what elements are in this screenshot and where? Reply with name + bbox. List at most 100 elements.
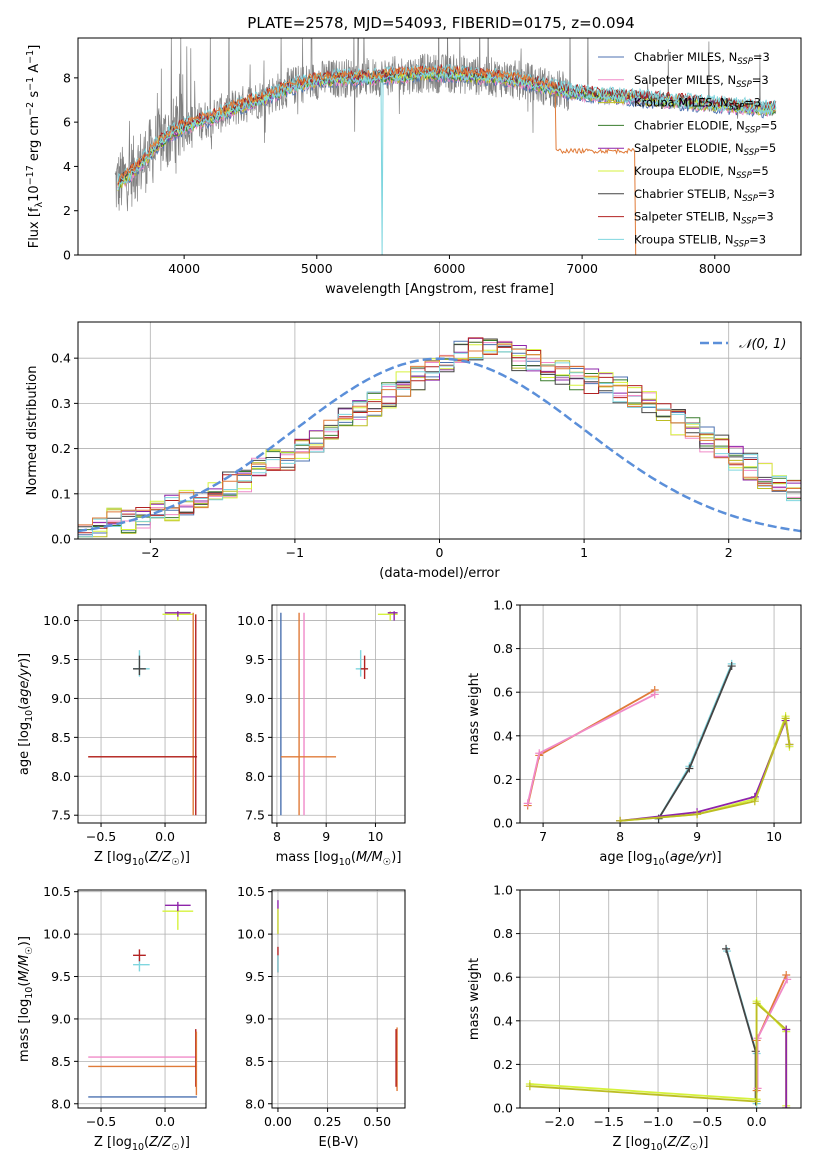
histogram-step xyxy=(78,348,801,538)
axis-label: Flux [fλ10−17 erg cm−2 s−1 A−1] xyxy=(25,45,45,249)
y-tick-label: 9.5 xyxy=(245,969,265,984)
errorbar-point xyxy=(360,655,369,679)
errorbar-point xyxy=(133,957,150,972)
y-tick-label: 0 xyxy=(63,248,71,263)
legend-entry: Salpeter STELIB, NSSP=3 xyxy=(634,210,774,227)
series-marker xyxy=(535,749,544,758)
y-tick-label: 0.0 xyxy=(493,1101,513,1116)
y-tick-label: 0.2 xyxy=(493,772,513,787)
normal-curve xyxy=(78,357,801,533)
legend-entry: Kroupa ELODIE, NSSP=5 xyxy=(634,164,769,181)
y-tick-label: 8.5 xyxy=(245,730,265,745)
x-tick-label: −0.5 xyxy=(86,1114,116,1129)
plot-area xyxy=(88,901,198,1098)
y-tick-label: 8 xyxy=(63,70,71,85)
errorbar-point xyxy=(133,655,146,676)
y-tick-label: 6 xyxy=(63,115,71,130)
legend-entry: Chabrier ELODIE, NSSP=5 xyxy=(634,118,777,135)
axis-label: age [log10(age/yr)] xyxy=(17,653,35,775)
y-tick-label: 0.0 xyxy=(493,816,513,831)
y-tick-label: 8.0 xyxy=(51,769,71,784)
plot-area xyxy=(523,659,794,823)
axes-frame xyxy=(77,889,207,1109)
series-marker xyxy=(727,662,736,671)
x-tick-label: 1 xyxy=(580,545,588,560)
series-marker xyxy=(781,714,790,723)
errorbar-point xyxy=(162,908,194,930)
x-tick-label: 10 xyxy=(766,829,782,844)
y-tick-label: 10.0 xyxy=(43,613,71,628)
plot-area xyxy=(78,337,801,538)
axis-label: Z [log10(Z/Z☉)] xyxy=(613,1135,709,1153)
errorbar-point xyxy=(88,614,198,816)
y-tick-label: 0.8 xyxy=(493,641,513,656)
panel-mass-weight-vs-age: 7 8 9 10 0.0 0.2 0.4 0.6 0.8 1.0 age [log10(age/yr… xyxy=(467,598,802,868)
axis-label: mass [log10(M/M☉)] xyxy=(276,850,402,868)
series-marker xyxy=(750,797,759,806)
y-tick-label: 0.3 xyxy=(51,396,71,411)
y-tick-label: 9.5 xyxy=(51,652,71,667)
y-tick-label: 9.0 xyxy=(51,691,71,706)
axis-label: age [log10(age/yr)] xyxy=(599,850,721,868)
series-marker xyxy=(782,1104,791,1108)
x-tick-label: 8 xyxy=(616,829,624,844)
x-tick-label: −0.5 xyxy=(86,829,116,844)
errorbar-point xyxy=(133,949,146,962)
axes-frame xyxy=(519,604,802,824)
axes-frame xyxy=(519,889,802,1109)
x-tick-label: 5000 xyxy=(301,261,333,276)
x-tick-label: 6000 xyxy=(434,261,466,276)
series-marker xyxy=(616,816,625,823)
series-marker xyxy=(525,1082,534,1091)
y-tick-label: 10.0 xyxy=(237,613,265,628)
axis-label: Z [log10(Z/Z☉)] xyxy=(94,850,190,868)
y-tick-label: 8.0 xyxy=(245,1096,265,1111)
y-tick-label: 10.0 xyxy=(43,927,71,942)
x-tick-label: 0.00 xyxy=(264,1114,292,1129)
y-tick-label: 9.5 xyxy=(51,969,71,984)
y-tick-label: 9.0 xyxy=(245,1011,265,1026)
y-tick-label: 8.5 xyxy=(51,730,71,745)
panel-age-vs-mass: 8 9 10 7.5 8.0 8.5 9.0 9.5 10.0 mass [log10(M/M☉)… xyxy=(237,604,406,868)
plot-area xyxy=(280,611,398,816)
series-marker xyxy=(752,999,761,1008)
panel-age-vs-Z: −0.5 0.0 7.5 8.0 8.5 9.0 9.5 10.0 Z [log10(Z/Z☉)… xyxy=(17,604,207,868)
series-marker xyxy=(693,810,702,819)
legend-entry: Kroupa STELIB, NSSP=3 xyxy=(634,232,766,249)
series-line xyxy=(526,689,656,806)
series-line xyxy=(526,693,656,804)
y-tick-label: 0.4 xyxy=(51,351,71,366)
x-tick-label: 4000 xyxy=(168,261,200,276)
errorbar-point xyxy=(165,901,191,912)
series-line xyxy=(657,663,733,820)
y-tick-label: 1.0 xyxy=(493,883,513,898)
y-tick-label: 0.8 xyxy=(493,926,513,941)
y-tick-label: 0.4 xyxy=(493,1013,513,1028)
plot-area xyxy=(88,611,198,816)
errorbar-point xyxy=(387,611,398,621)
plot-area xyxy=(114,38,777,255)
errorbar-point xyxy=(165,611,191,617)
x-tick-label: 7 xyxy=(539,829,547,844)
x-tick-label: 0 xyxy=(436,545,444,560)
panel-spectrum: Chabrier MILES, NSSP=3 Salpeter MILES, NS… xyxy=(25,37,802,297)
x-tick-label: 0.25 xyxy=(314,1114,342,1129)
x-tick-label: −2 xyxy=(141,545,159,560)
y-tick-label: 0.6 xyxy=(493,685,513,700)
series-marker xyxy=(523,799,532,808)
series-marker xyxy=(782,971,791,980)
series-marker xyxy=(722,944,731,953)
legend-entry: Chabrier STELIB, NSSP=3 xyxy=(634,187,775,204)
y-tick-label: 0.2 xyxy=(493,1057,513,1072)
y-tick-label: 8.5 xyxy=(51,1054,71,1069)
errorbar-point xyxy=(355,650,369,677)
y-tick-label: 9.0 xyxy=(51,1011,71,1026)
series-line xyxy=(620,718,791,822)
spectrum-model-line xyxy=(117,71,776,188)
panel-residuals: 𝒩(0, 1) −2 −1 0 1 2 0.0 0.1 0.2 0.3 0.4 (data-model… xyxy=(25,321,802,581)
plot-area xyxy=(525,944,792,1108)
series-marker xyxy=(783,975,792,984)
x-tick-label: −1 xyxy=(286,545,304,560)
y-tick-label: 0.6 xyxy=(493,970,513,985)
